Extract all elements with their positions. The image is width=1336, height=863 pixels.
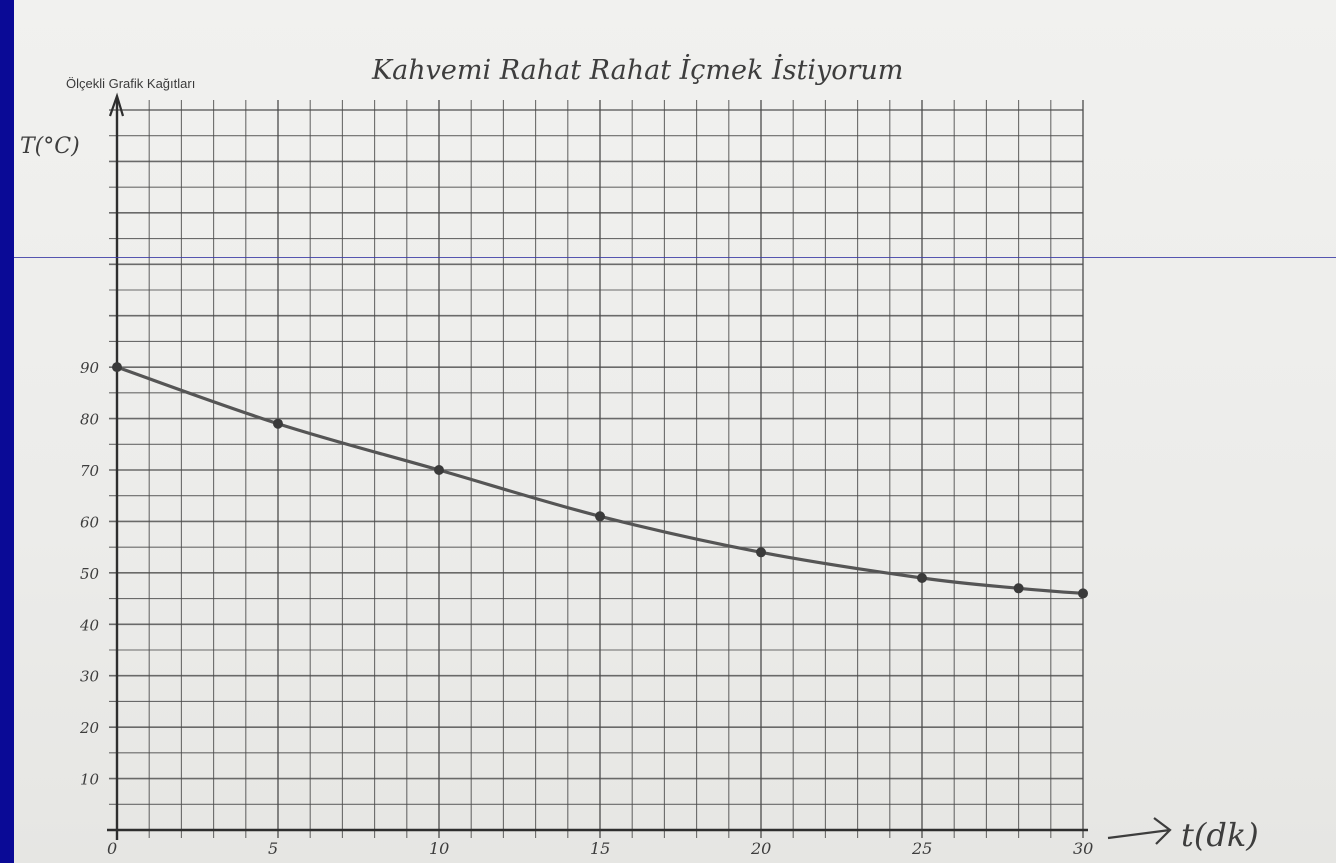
y-tick-label: 20: [79, 719, 100, 737]
y-tick-label: 30: [80, 668, 100, 686]
y-tick-label: 80: [80, 411, 100, 429]
x-tick-label: 25: [911, 839, 932, 858]
data-point: [1078, 588, 1088, 599]
y-tick-labels: 10 20 30 40 50 60 70 80 90: [79, 359, 100, 788]
printed-paper-label: Ölçekli Grafik Kağıtları: [66, 76, 196, 91]
series: [112, 362, 1088, 599]
x-tick-label: 10: [429, 839, 449, 858]
y-axis-arrow: [108, 92, 125, 117]
data-point: [595, 511, 605, 522]
y-axis-label: T(°C): [20, 134, 80, 159]
data-point: [273, 418, 283, 429]
horizontal-divider-line: [14, 257, 1336, 258]
data-point: [917, 573, 927, 583]
x-tick-label: 30: [1073, 839, 1093, 858]
chart-title: Kahvemi Rahat Rahat İçmek İstiyorum: [371, 53, 903, 86]
y-tick-label: 70: [80, 462, 100, 480]
graph-paper: [14, 0, 1336, 863]
grid: [109, 100, 1084, 838]
y-tick-label: 60: [80, 513, 100, 531]
x-tick-label: 20: [750, 839, 771, 858]
data-point: [756, 547, 766, 558]
x-tick-label: 5: [268, 839, 278, 858]
y-tick-label: 10: [80, 771, 100, 789]
axes: [107, 92, 1172, 845]
x-axis-label: t(dk): [1181, 816, 1259, 854]
x-axis-arrow-head: [1153, 817, 1172, 845]
y-tick-label: 50: [80, 565, 100, 583]
y-tick-label: 40: [79, 616, 100, 634]
x-axis-arrow-shaft: [1107, 828, 1171, 840]
y-tick-label: 90: [80, 359, 100, 377]
x-tick-labels: 0 5 10 15 20 25 30: [107, 839, 1093, 858]
data-point: [112, 362, 122, 373]
x-tick-label: 0: [107, 839, 117, 858]
data-point: [434, 465, 444, 475]
x-tick-label: 15: [590, 839, 610, 858]
data-point: [1013, 583, 1024, 594]
